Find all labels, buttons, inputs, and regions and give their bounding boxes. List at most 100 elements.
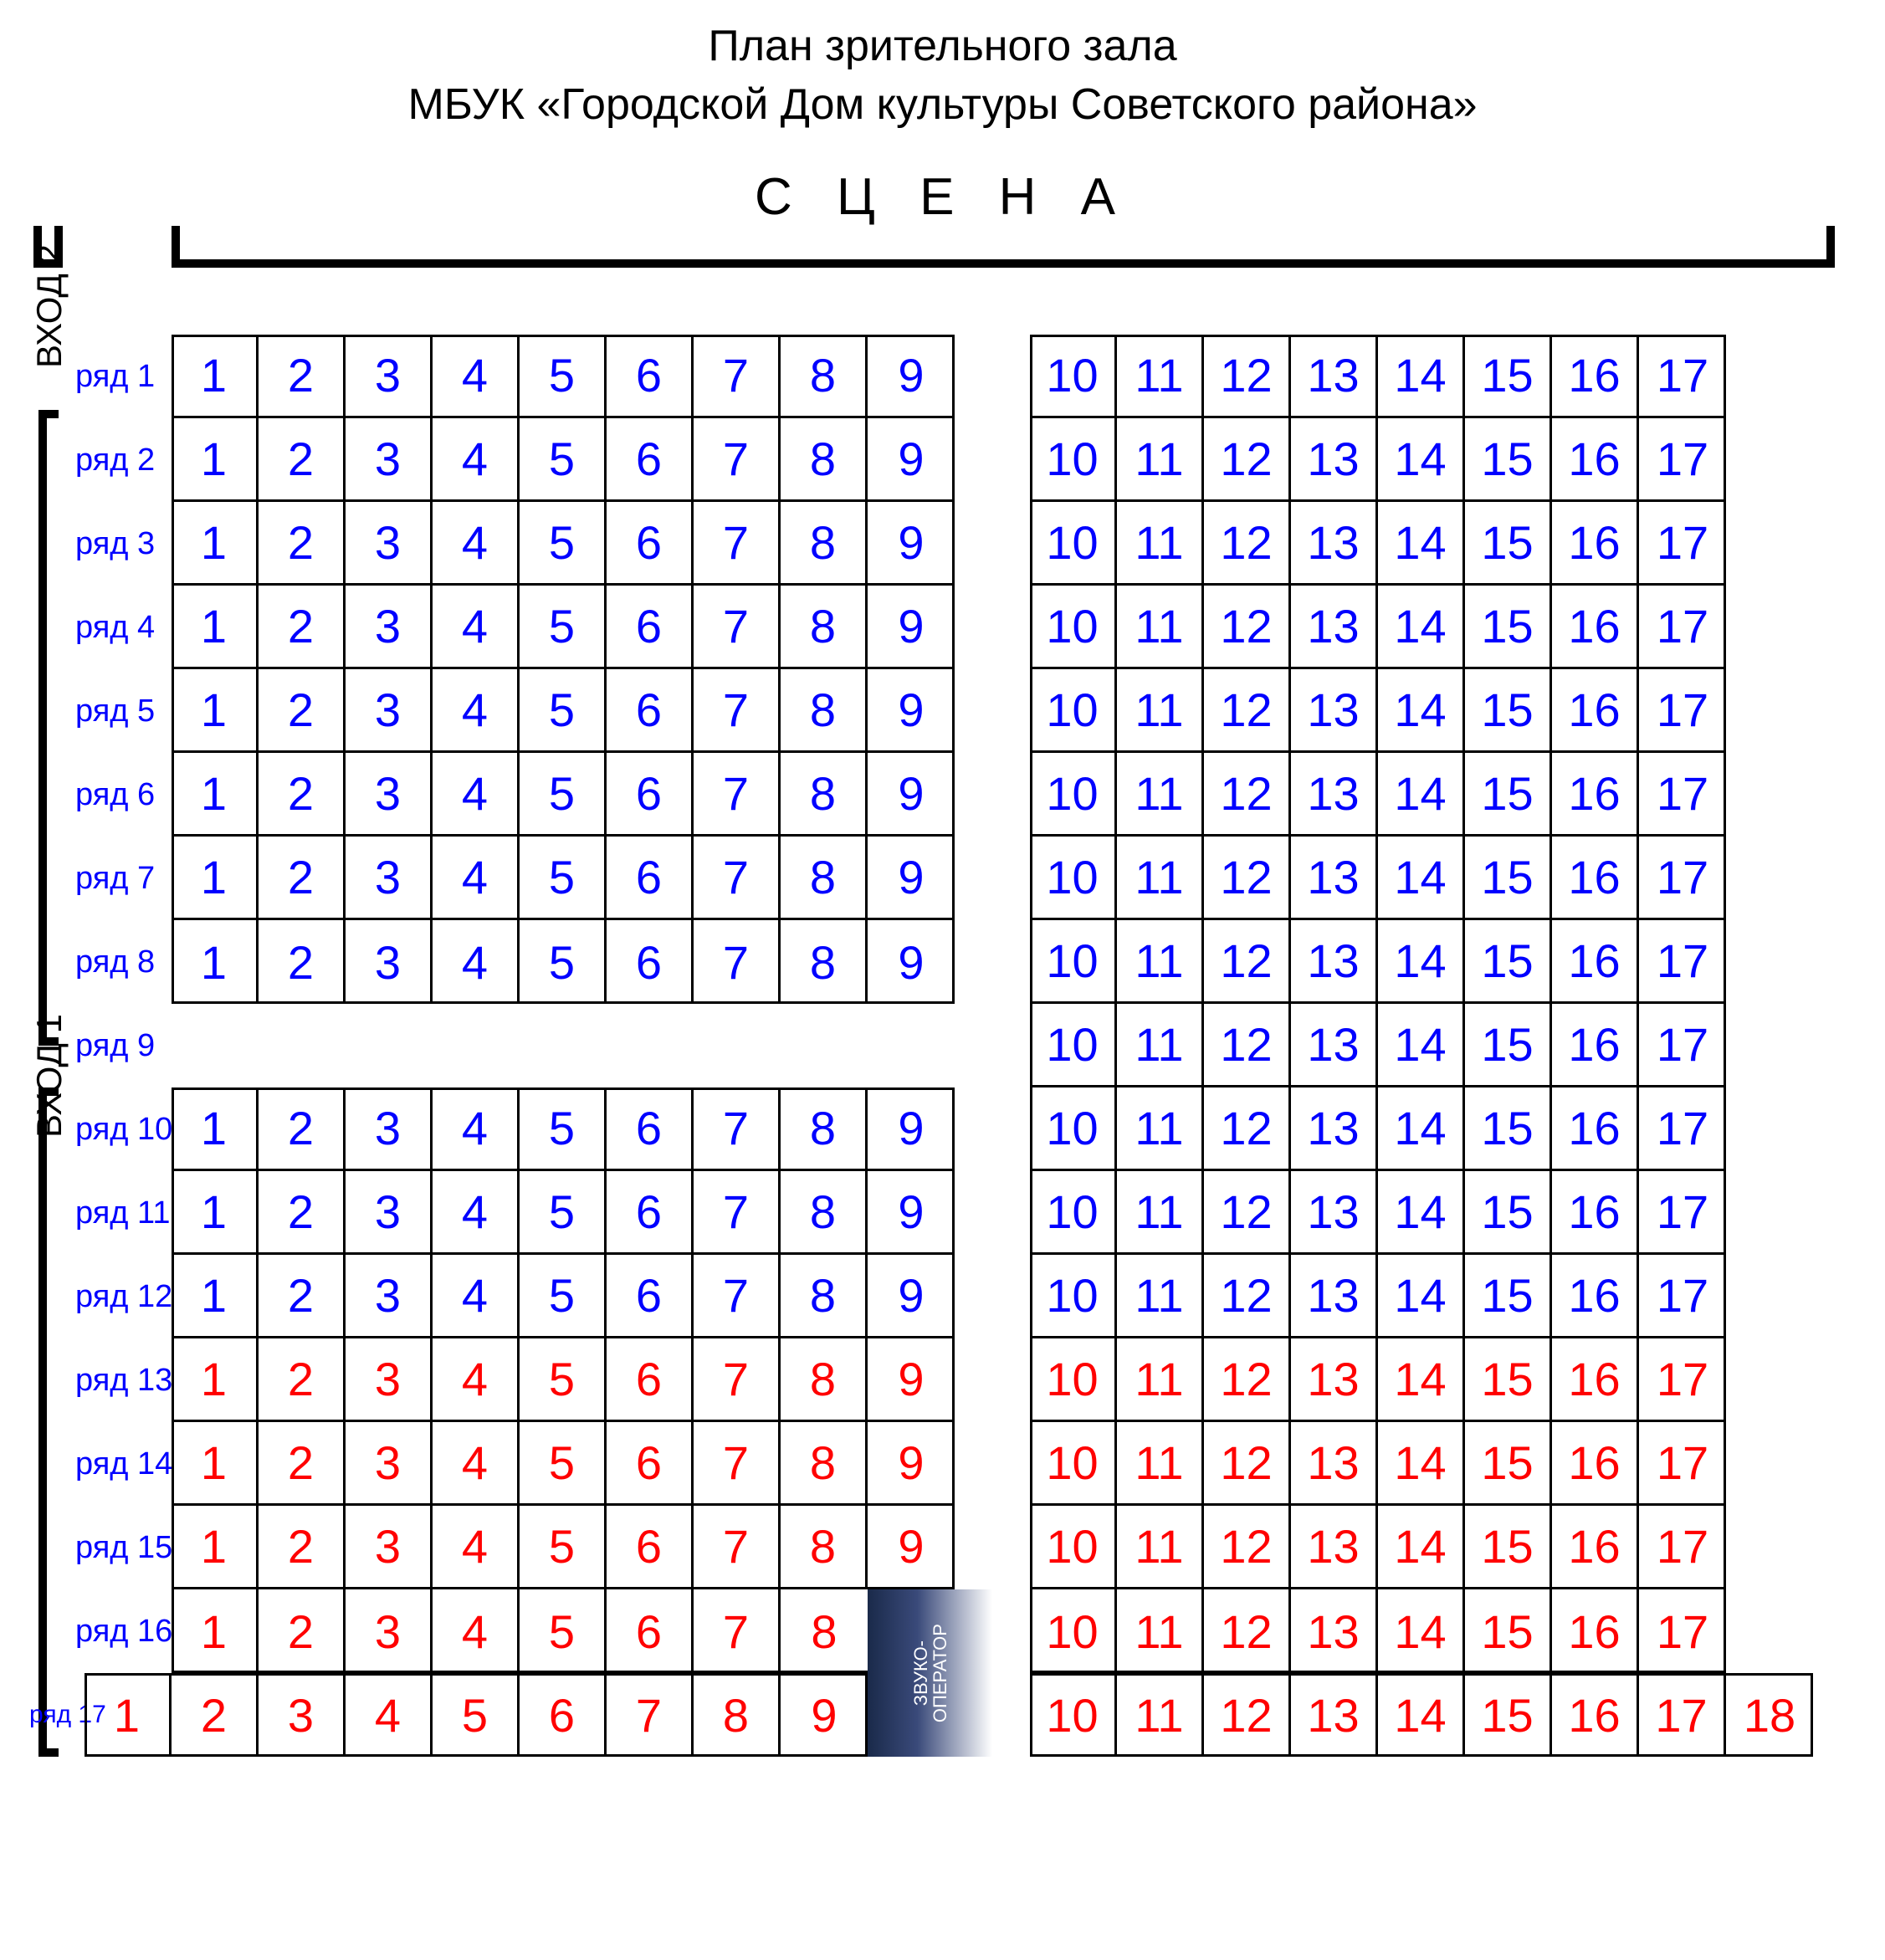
seat[interactable]: 16	[1552, 1004, 1639, 1087]
seat[interactable]: 4	[433, 669, 520, 753]
seat[interactable]: 3	[346, 1255, 433, 1338]
seat[interactable]: 7	[694, 1422, 781, 1506]
seat[interactable]: 14	[1378, 1255, 1465, 1338]
seat[interactable]: 4	[433, 1171, 520, 1255]
seat[interactable]: 16	[1552, 1422, 1639, 1506]
seat[interactable]: 4	[433, 335, 520, 418]
seat[interactable]: 10	[1030, 335, 1117, 418]
seat[interactable]: 4	[433, 1589, 520, 1673]
seat[interactable]: 17	[1639, 335, 1726, 418]
seat[interactable]: 15	[1465, 1255, 1552, 1338]
seat[interactable]: 17	[1639, 753, 1726, 837]
seat[interactable]: 15	[1465, 1589, 1552, 1673]
seat[interactable]: 8	[781, 1171, 868, 1255]
seat[interactable]: 1	[172, 1255, 259, 1338]
seat[interactable]: 16	[1552, 1087, 1639, 1171]
seat[interactable]: 12	[1204, 669, 1291, 753]
seat[interactable]: 4	[433, 502, 520, 586]
seat[interactable]: 16	[1552, 753, 1639, 837]
seat[interactable]: 5	[520, 1087, 607, 1171]
seat[interactable]: 17	[1639, 669, 1726, 753]
seat[interactable]: 6	[607, 669, 694, 753]
seat[interactable]: 15	[1465, 1171, 1552, 1255]
seat[interactable]: 2	[259, 1422, 346, 1506]
seat[interactable]: 13	[1291, 1589, 1378, 1673]
seat[interactable]: 17	[1639, 1506, 1726, 1589]
seat[interactable]: 5	[520, 418, 607, 502]
seat[interactable]: 13	[1291, 418, 1378, 502]
seat[interactable]: 15	[1465, 669, 1552, 753]
seat[interactable]: 13	[1291, 1255, 1378, 1338]
seat[interactable]: 2	[259, 1171, 346, 1255]
seat[interactable]: 8	[781, 837, 868, 920]
seat[interactable]: 7	[694, 837, 781, 920]
seat[interactable]: 10	[1030, 920, 1117, 1004]
seat[interactable]: 15	[1465, 1004, 1552, 1087]
seat[interactable]: 17	[1639, 1338, 1726, 1422]
seat[interactable]: 12	[1204, 1338, 1291, 1422]
seat[interactable]: 3	[346, 669, 433, 753]
seat[interactable]: 11	[1117, 837, 1204, 920]
seat[interactable]: 8	[781, 502, 868, 586]
seat[interactable]: 6	[607, 586, 694, 669]
seat[interactable]: 14	[1378, 418, 1465, 502]
seat[interactable]: 8	[781, 1422, 868, 1506]
seat[interactable]: 12	[1204, 837, 1291, 920]
seat[interactable]: 17	[1639, 1004, 1726, 1087]
seat[interactable]: 13	[1291, 1422, 1378, 1506]
seat[interactable]: 8	[781, 335, 868, 418]
seat[interactable]: 3	[346, 1171, 433, 1255]
seat[interactable]: 15	[1465, 920, 1552, 1004]
seat[interactable]: 2	[259, 502, 346, 586]
seat[interactable]: 11	[1117, 1004, 1204, 1087]
seat[interactable]: 3	[346, 753, 433, 837]
seat[interactable]: 4	[433, 1087, 520, 1171]
seat[interactable]: 2	[259, 669, 346, 753]
seat[interactable]: 9	[868, 1338, 955, 1422]
seat[interactable]: 13	[1291, 1673, 1378, 1757]
seat[interactable]: 11	[1117, 1171, 1204, 1255]
seat[interactable]: 13	[1291, 837, 1378, 920]
seat[interactable]: 9	[868, 669, 955, 753]
seat[interactable]: 11	[1117, 1506, 1204, 1589]
seat[interactable]: 7	[694, 502, 781, 586]
seat[interactable]: 10	[1030, 1004, 1117, 1087]
seat[interactable]: 14	[1378, 1171, 1465, 1255]
seat[interactable]: 12	[1204, 920, 1291, 1004]
seat[interactable]: 4	[346, 1673, 433, 1757]
seat[interactable]: 12	[1204, 753, 1291, 837]
seat[interactable]: 4	[433, 753, 520, 837]
seat[interactable]: 11	[1117, 1589, 1204, 1673]
seat[interactable]: 10	[1030, 1422, 1117, 1506]
seat[interactable]: 16	[1552, 1338, 1639, 1422]
seat[interactable]: 10	[1030, 1171, 1117, 1255]
seat[interactable]: 11	[1117, 335, 1204, 418]
seat[interactable]: 2	[259, 1338, 346, 1422]
seat[interactable]: 15	[1465, 586, 1552, 669]
seat[interactable]: 13	[1291, 753, 1378, 837]
seat[interactable]: 2	[259, 1087, 346, 1171]
seat[interactable]: 13	[1291, 920, 1378, 1004]
seat[interactable]: 10	[1030, 669, 1117, 753]
seat[interactable]: 17	[1639, 418, 1726, 502]
seat[interactable]: 16	[1552, 418, 1639, 502]
seat[interactable]: 11	[1117, 1255, 1204, 1338]
seat[interactable]: 11	[1117, 418, 1204, 502]
seat[interactable]: 7	[694, 335, 781, 418]
seat[interactable]: 8	[781, 753, 868, 837]
seat[interactable]: 5	[520, 1422, 607, 1506]
seat[interactable]: 5	[520, 1589, 607, 1673]
seat[interactable]: 2	[259, 920, 346, 1004]
seat[interactable]: 13	[1291, 502, 1378, 586]
seat[interactable]: 1	[172, 1422, 259, 1506]
seat[interactable]: 1	[172, 1506, 259, 1589]
seat[interactable]: 2	[259, 1506, 346, 1589]
seat[interactable]: 11	[1117, 1673, 1204, 1757]
seat[interactable]: 13	[1291, 586, 1378, 669]
seat[interactable]: 16	[1552, 837, 1639, 920]
seat[interactable]: 17	[1639, 1673, 1726, 1757]
seat[interactable]: 2	[172, 1673, 259, 1757]
seat[interactable]: 7	[694, 418, 781, 502]
seat[interactable]: 12	[1204, 586, 1291, 669]
seat[interactable]: 5	[520, 1506, 607, 1589]
